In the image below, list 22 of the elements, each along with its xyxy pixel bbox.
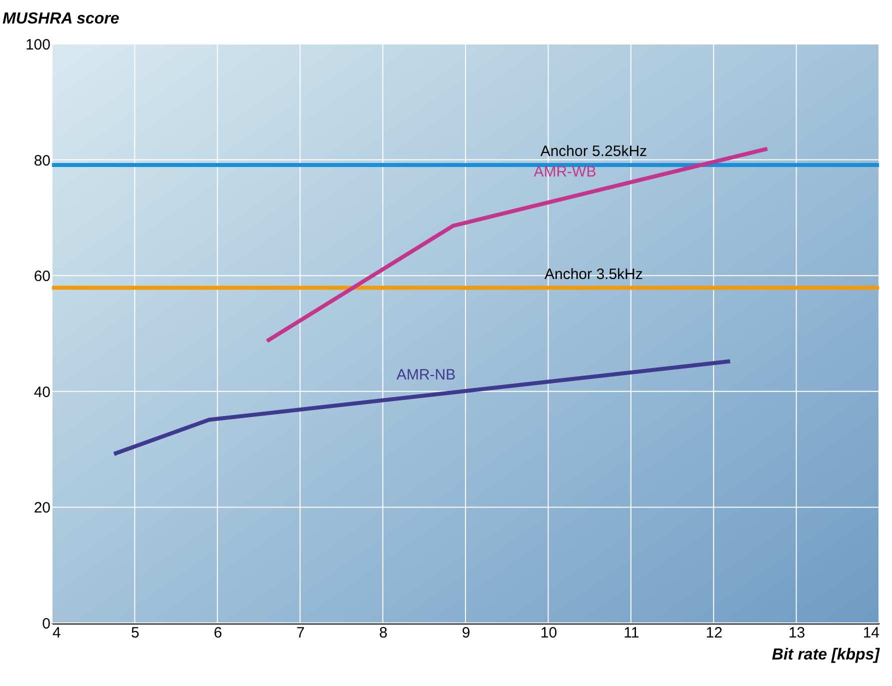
x-tick-label: 4 (52, 624, 61, 642)
x-tick-label: 9 (462, 624, 470, 642)
y-tick-label: 40 (34, 384, 50, 401)
y-tick-label: 80 (34, 152, 50, 170)
x-tick-label: 13 (788, 624, 806, 642)
series-label: AMR-NB (396, 366, 456, 384)
x-tick-label: 8 (379, 624, 388, 642)
x-tick-label: 14 (862, 624, 880, 642)
x-tick-label: 5 (131, 624, 140, 642)
x-tick-label: 6 (214, 624, 222, 642)
x-tick-label: 11 (624, 624, 640, 642)
ref-line-label: Anchor 5.25kHz (540, 143, 648, 160)
y-tick-label: 20 (34, 500, 50, 517)
x-tick-label: 7 (296, 624, 305, 642)
x-axis-title: Bit rate [kbps] (772, 646, 880, 664)
y-tick-label: 100 (25, 36, 50, 54)
y-axis-title: MUSHRA score (2, 10, 120, 28)
y-tick-label: 0 (42, 616, 50, 632)
y-tick-label: 60 (34, 268, 50, 286)
ref-line-label: Anchor 3.5kHz (544, 266, 643, 283)
x-tick-label: 10 (540, 624, 558, 642)
x-tick-label: 12 (706, 624, 722, 642)
